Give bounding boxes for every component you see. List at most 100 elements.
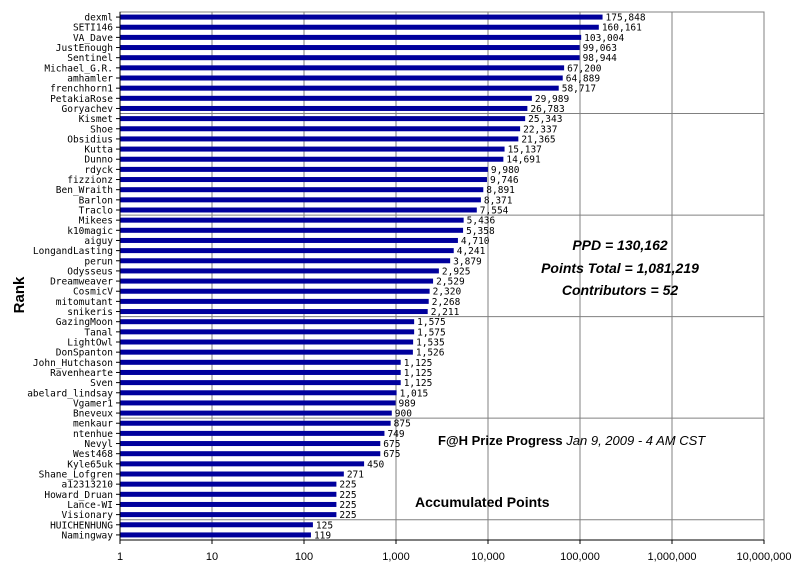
bar <box>120 177 487 183</box>
x-tick-label: 10,000,000 <box>736 551 791 563</box>
category-label: fizzionz <box>67 175 113 186</box>
category-label: menkaur <box>73 419 113 430</box>
x-tick-label: 10 <box>206 551 218 563</box>
category-label: Obsidius <box>67 134 113 145</box>
category-label: a12313210 <box>62 480 114 491</box>
bar <box>120 451 381 457</box>
value-label: 8,891 <box>486 185 515 196</box>
bar <box>120 522 313 528</box>
category-label: Odysseus <box>67 266 113 277</box>
category-label: Kyle65uk <box>67 459 113 470</box>
value-label: 175,848 <box>606 13 646 24</box>
category-label: snikeris <box>67 307 113 318</box>
value-label: 450 <box>367 459 384 470</box>
category-label: LongandLasting <box>33 246 113 257</box>
bar <box>120 136 519 142</box>
bar <box>120 187 484 193</box>
bar <box>120 126 521 132</box>
x-tick-label: 1,000 <box>382 551 410 563</box>
category-label: abelard_lindsay <box>27 388 113 399</box>
bar <box>120 55 580 61</box>
value-label: 675 <box>383 449 400 460</box>
value-label: 2,268 <box>432 297 461 308</box>
value-label: 5,436 <box>467 216 496 227</box>
category-label: Visionary <box>62 510 114 521</box>
value-label: 225 <box>339 500 356 511</box>
contributors-stat: Contributors = 52 <box>561 282 679 298</box>
bar <box>120 95 532 101</box>
x-tick-label: 10,000 <box>471 551 505 563</box>
category-label: Ravenhearte <box>50 368 113 379</box>
category-label: Shane_Lofgren <box>39 470 113 481</box>
value-label: 64,889 <box>566 74 601 85</box>
bar <box>120 14 603 20</box>
bar <box>120 248 454 254</box>
bar <box>120 430 385 436</box>
bar <box>120 441 381 447</box>
ppd-stat: PPD = 130,162 <box>572 237 668 253</box>
category-label: k10magic <box>67 226 113 237</box>
bar <box>120 481 337 487</box>
value-label: 14,691 <box>506 155 541 166</box>
bar <box>120 268 439 274</box>
bar <box>120 156 504 162</box>
value-label: 675 <box>383 439 400 450</box>
value-label: 99,063 <box>583 43 617 54</box>
value-label: 25,343 <box>528 114 562 125</box>
category-label: dexml <box>84 13 113 24</box>
category-label: Kutta <box>84 145 113 156</box>
value-label: 2,925 <box>442 266 471 277</box>
bar <box>120 471 344 477</box>
bar <box>120 217 464 223</box>
bar <box>120 258 451 264</box>
bar <box>120 207 477 213</box>
value-label: 98,944 <box>583 53 618 64</box>
category-label: Dreamweaver <box>50 277 113 288</box>
bar <box>120 532 311 538</box>
value-label: 875 <box>394 419 411 430</box>
value-label: 1,015 <box>400 388 429 399</box>
bar <box>120 24 599 30</box>
value-label: 22,337 <box>523 124 557 135</box>
chart-title: F@H Prize Progress Jan 9, 2009 - 4 AM CS… <box>438 433 705 448</box>
value-label: 1,575 <box>417 327 446 338</box>
x-tick-label: 1 <box>117 551 123 563</box>
category-label: Mikees <box>79 216 113 227</box>
chart-title-main: F@H Prize Progress <box>438 433 563 448</box>
category-label: JustEnough <box>56 43 113 54</box>
bar <box>120 359 401 365</box>
category-label: CosmicV <box>73 287 113 298</box>
category-label: perun <box>84 256 113 267</box>
value-label: 125 <box>316 520 333 531</box>
value-label: 225 <box>339 480 356 491</box>
x-tick-label: 100,000 <box>560 551 600 563</box>
value-label: 2,529 <box>436 277 465 288</box>
bar <box>120 329 415 335</box>
value-label: 1,535 <box>416 338 445 349</box>
bar <box>120 75 563 81</box>
value-label: 26,783 <box>530 104 564 115</box>
bar <box>120 369 401 375</box>
category-label: Howard_Druan <box>44 490 113 501</box>
bar <box>120 146 505 152</box>
value-label: 29,989 <box>535 94 570 105</box>
value-label: 271 <box>347 470 364 481</box>
value-label: 2,211 <box>431 307 460 318</box>
value-label: 225 <box>339 490 356 501</box>
category-label: mitomutant <box>56 297 113 308</box>
value-label: 8,371 <box>484 195 513 206</box>
bar <box>120 45 580 51</box>
category-label: Bneveux <box>73 409 113 420</box>
bar <box>120 501 337 507</box>
bar <box>120 34 582 40</box>
category-label: PetakiaRose <box>50 94 113 105</box>
value-label: 9,980 <box>491 165 520 176</box>
bar <box>120 166 488 172</box>
value-label: 1,125 <box>404 358 433 369</box>
value-label: 5,358 <box>466 226 495 237</box>
category-label: Michael_G.R. <box>44 63 113 74</box>
y-axis-title: Rank <box>11 276 28 313</box>
bar <box>120 420 391 426</box>
bar <box>120 237 458 243</box>
bar <box>120 197 481 203</box>
